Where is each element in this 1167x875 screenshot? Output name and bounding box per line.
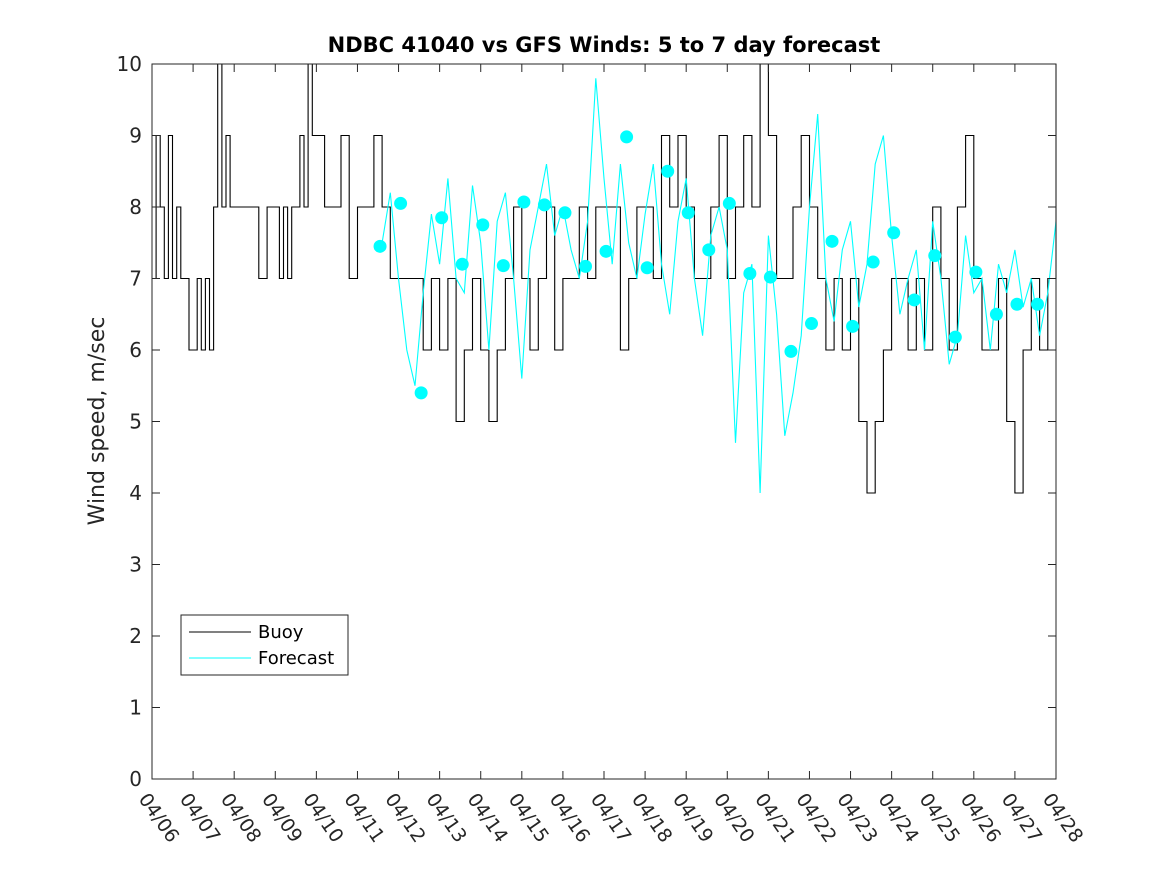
legend-label-forecast: Forecast	[258, 648, 334, 669]
forecast-marker	[907, 293, 921, 307]
series-layer	[152, 63, 1057, 494]
forecast-marker	[558, 206, 572, 220]
legend: Buoy Forecast	[180, 614, 349, 676]
forecast-marker	[640, 261, 654, 275]
forecast-marker	[394, 196, 408, 210]
legend-box	[180, 614, 349, 676]
y-tick-label: 5	[129, 410, 142, 434]
y-tick-label: 4	[129, 481, 142, 505]
forecast-marker	[989, 307, 1003, 321]
buoy-line	[152, 63, 1057, 494]
forecast-marker	[435, 211, 449, 225]
forecast-marker	[414, 386, 428, 400]
y-tick-label: 10	[117, 52, 142, 76]
y-axis-label: Wind speed, m/sec	[85, 317, 110, 526]
forecast-marker	[784, 344, 798, 358]
y-tick-label: 7	[129, 267, 142, 291]
forecast-marker	[517, 195, 531, 209]
forecast-marker	[373, 239, 387, 253]
forecast-marker	[579, 259, 593, 273]
forecast-marker	[722, 196, 736, 210]
forecast-marker	[702, 243, 716, 257]
forecast-marker	[825, 234, 839, 248]
forecast-marker	[599, 244, 613, 258]
forecast-marker	[866, 255, 880, 269]
y-tick-label: 6	[129, 338, 142, 362]
forecast-marker	[661, 164, 675, 178]
forecast-marker	[948, 330, 962, 344]
forecast-marker	[476, 218, 490, 232]
forecast-marker	[969, 265, 983, 279]
y-tick-label: 3	[129, 553, 142, 577]
forecast-marker	[537, 198, 551, 212]
legend-label-buoy: Buoy	[258, 622, 304, 643]
forecast-line	[381, 78, 1057, 494]
y-tick-label: 1	[129, 696, 142, 720]
forecast-marker	[743, 266, 757, 280]
forecast-marker	[805, 317, 819, 331]
y-tick-label: 0	[129, 767, 142, 791]
forecast-marker	[620, 130, 634, 144]
forecast-marker	[887, 226, 901, 240]
forecast-marker	[763, 270, 777, 284]
y-tick-label: 2	[129, 624, 142, 648]
y-tick-label: 9	[129, 124, 142, 148]
y-tick-label: 8	[129, 195, 142, 219]
forecast-marker	[1010, 297, 1024, 311]
forecast-marker	[846, 319, 860, 333]
forecast-marker	[681, 206, 695, 220]
chart-title: NDBC 41040 vs GFS Winds: 5 to 7 day fore…	[328, 33, 881, 57]
plot-frame	[151, 63, 1057, 780]
forecast-marker	[928, 249, 942, 263]
forecast-marker	[455, 257, 469, 271]
forecast-marker	[496, 259, 510, 273]
forecast-marker	[1031, 297, 1045, 311]
